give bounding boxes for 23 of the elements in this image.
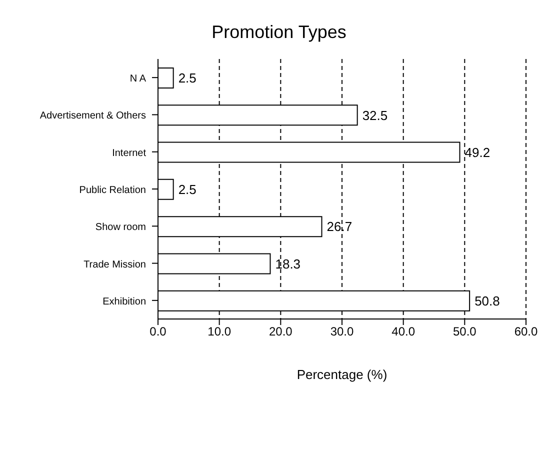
y-tick-label: Internet bbox=[112, 148, 146, 159]
y-tick-label: Public Relation bbox=[79, 185, 146, 196]
x-tick-label: 50.0 bbox=[452, 324, 477, 339]
data-label: 26.7 bbox=[326, 219, 352, 234]
y-tick-label: Trade Mission bbox=[84, 259, 146, 270]
data-label: 49.2 bbox=[464, 144, 490, 160]
x-tick-label: 0.0 bbox=[150, 324, 167, 339]
data-label: 2.5 bbox=[178, 70, 196, 86]
x-tick-label: 60.0 bbox=[514, 324, 538, 339]
x-tick-label: 10.0 bbox=[208, 324, 232, 339]
y-tick-label: Show room bbox=[95, 222, 146, 234]
x-tick-label: 40.0 bbox=[392, 324, 416, 339]
chart-title: Promotion Types bbox=[210, 22, 348, 43]
data-label: 18.3 bbox=[275, 256, 301, 272]
y-tick-label: N A bbox=[130, 74, 146, 85]
x-axis-title: Percentage (%) bbox=[296, 367, 388, 382]
y-tick-label: Advertisement & Others bbox=[40, 110, 146, 122]
data-label: 32.5 bbox=[362, 108, 388, 123]
data-label: 2.5 bbox=[178, 182, 196, 198]
y-tick-label: Exhibition bbox=[102, 296, 146, 308]
x-tick-label: 30.0 bbox=[330, 324, 354, 339]
data-label: 50.8 bbox=[474, 293, 500, 308]
x-tick-label: 20.0 bbox=[268, 324, 293, 339]
